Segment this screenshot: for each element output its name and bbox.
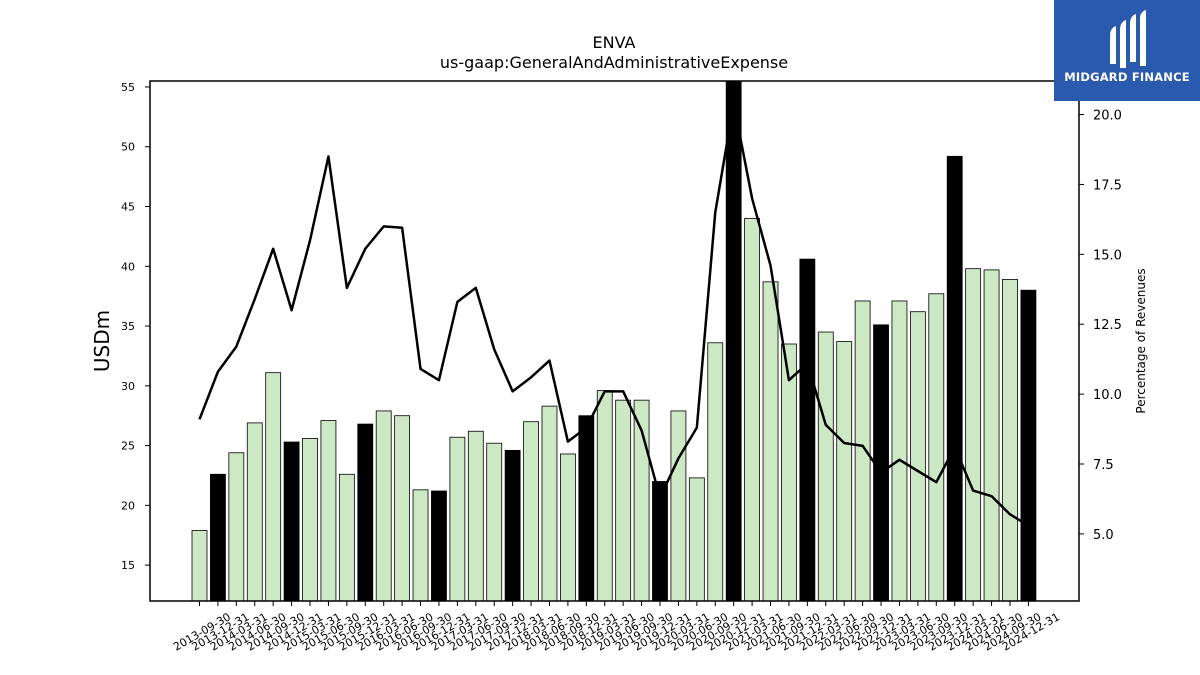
bar-2024-06-30	[983, 269, 1000, 602]
brand-logo-text: MIDGARD FINANCE	[1064, 70, 1190, 84]
y-tick-label: 35	[121, 320, 135, 333]
bar-2021-06-30	[762, 281, 779, 602]
bar-2020-09-30	[707, 342, 724, 602]
y-tick-label: 30	[121, 380, 135, 393]
y-tick-label: 40	[121, 260, 135, 273]
midgard-logo-icon	[1110, 10, 1146, 68]
y2-tick-label: 12.5	[1093, 318, 1122, 333]
y2-tick-label: 10.0	[1093, 388, 1122, 403]
bar-2017-03-31	[449, 436, 466, 602]
bar-2019-12-31	[652, 481, 668, 602]
bar-2018-09-30	[560, 453, 576, 602]
bar-2021-12-31	[799, 258, 816, 602]
bar-2023-03-31	[891, 300, 908, 602]
brand-logo: MIDGARD FINANCE	[1054, 0, 1200, 101]
bar-2016-06-30	[394, 415, 411, 602]
y-axis-left: 15 20 25 30 35 40 45 50 55	[121, 81, 150, 572]
y-tick-label: 20	[121, 499, 135, 512]
bar-2019-06-30	[615, 399, 632, 602]
bar-2014-09-30	[265, 372, 282, 602]
bar-2018-03-31	[523, 421, 539, 602]
bar-2015-03-31	[302, 438, 318, 602]
x-axis: 2013-09-302013-12-312014-03-312014-06-30…	[171, 601, 1062, 654]
y-tick-label: 25	[121, 440, 135, 453]
bar-2015-06-30	[320, 420, 337, 602]
bar-2017-12-31	[504, 449, 521, 602]
bar-2018-06-30	[541, 405, 558, 602]
chart-title: ENVA	[593, 33, 636, 52]
bar-2014-06-30	[246, 422, 263, 602]
bar-2019-03-31	[596, 390, 613, 602]
y2-axis-label: Percentage of Revenues	[1134, 268, 1148, 413]
y-axis-right: 5.0 7.5 10.0 12.5 15.0 17.5 20.0	[1079, 109, 1122, 543]
bar-2014-12-31	[283, 441, 300, 602]
bar-2020-12-31	[725, 80, 742, 602]
bar-2021-03-31	[744, 218, 760, 602]
bar-2015-09-30	[338, 473, 355, 602]
percentage-line	[198, 102, 1030, 527]
bar-2024-03-31	[965, 268, 982, 602]
bar-2013-09-30	[191, 530, 208, 602]
bar-2020-03-31	[670, 410, 687, 602]
bar-2024-12-31	[1020, 289, 1037, 602]
bar-2015-12-31	[357, 423, 374, 602]
bar-2023-12-31	[946, 155, 963, 602]
bar-2020-06-30	[688, 477, 705, 602]
y-tick-label: 45	[121, 201, 135, 214]
y2-tick-label: 20.0	[1093, 109, 1122, 124]
plot-frame	[149, 80, 1080, 602]
bar-2023-09-30	[928, 293, 945, 602]
line-series	[198, 102, 1030, 527]
y-axis-label: USDm	[90, 310, 114, 372]
bar-2013-12-31	[210, 473, 226, 602]
bar-series	[191, 80, 1037, 602]
y2-tick-label: 5.0	[1093, 528, 1114, 543]
y-tick-label: 55	[121, 81, 135, 94]
bar-2016-09-30	[412, 489, 429, 602]
bar-2016-12-31	[431, 490, 447, 602]
bar-2014-03-31	[228, 452, 245, 602]
bar-2021-09-30	[781, 343, 797, 602]
bar-2017-09-30	[486, 442, 503, 602]
chart-subtitle: us-gaap:GeneralAndAdministrativeExpense	[440, 53, 788, 72]
y-tick-label: 50	[121, 141, 135, 154]
y-tick-label: 15	[121, 559, 135, 572]
y2-tick-label: 17.5	[1093, 178, 1122, 193]
bar-2023-06-30	[909, 311, 926, 602]
y2-tick-label: 7.5	[1093, 458, 1114, 473]
y2-tick-label: 15.0	[1093, 248, 1122, 263]
bar-2022-03-31	[817, 331, 834, 602]
bar-2022-09-30	[854, 300, 871, 602]
bar-2016-03-31	[375, 410, 392, 602]
bar-2017-06-30	[467, 430, 484, 602]
bar-2022-06-30	[836, 341, 853, 602]
bar-2024-09-30	[1002, 279, 1018, 602]
bar-2018-12-31	[578, 415, 595, 602]
